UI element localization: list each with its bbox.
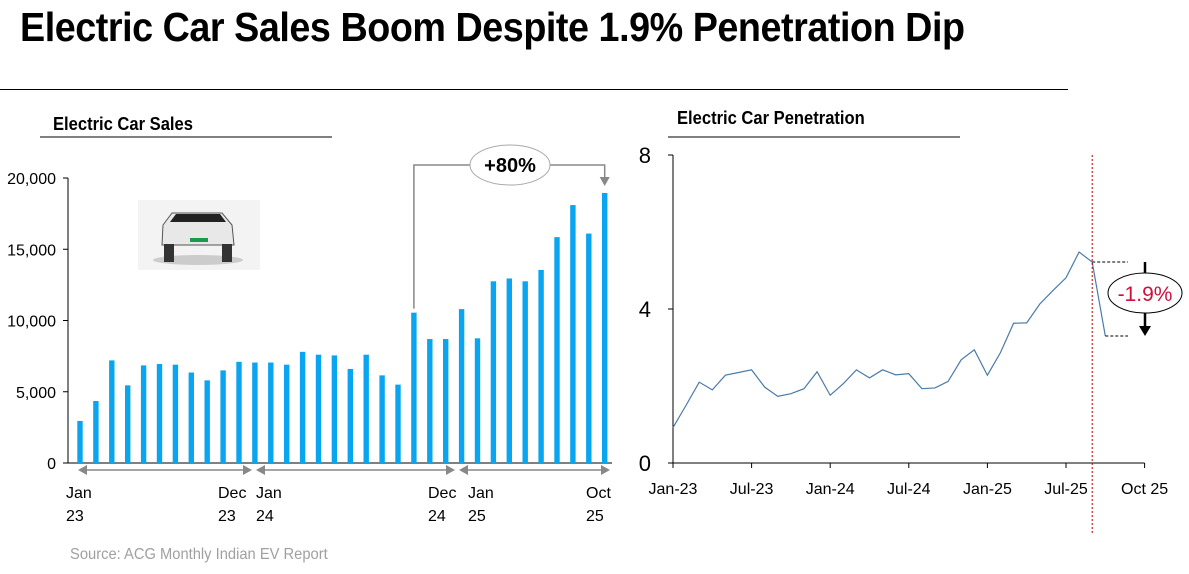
period-label-year: 24 (428, 508, 446, 525)
bar-oct-25 (602, 192, 608, 463)
bar-jul-25 (554, 237, 560, 463)
period-label-month: Dec (428, 485, 456, 502)
period-label-month: Jan (256, 485, 282, 502)
y-tick-label: 20,000 (7, 171, 56, 188)
car-image (138, 200, 260, 270)
source-note: Source: ACG Monthly Indian EV Report (70, 546, 328, 563)
arrow-left-icon (459, 465, 468, 475)
period-label-year: 23 (66, 508, 84, 525)
bar-apr-24 (315, 354, 322, 463)
bar-jul-23 (172, 364, 179, 463)
period-label-year: 25 (468, 508, 486, 525)
bar-aug-25 (570, 205, 576, 463)
bar-feb-25 (474, 338, 481, 463)
y-tick-label: 10,000 (7, 314, 56, 331)
arrow-left-icon (78, 465, 87, 475)
bar-oct-24 (411, 312, 417, 463)
y-tick-label: 0 (639, 451, 651, 476)
arrow-right-icon (243, 465, 252, 475)
bar-sep-23 (204, 380, 210, 463)
penetration-line (672, 251, 1106, 428)
growth-label: +80% (484, 155, 536, 177)
x-tick-label: Jul-23 (730, 481, 774, 498)
bar-apr-23 (125, 385, 131, 463)
period-label-year: 24 (256, 508, 274, 525)
period-label-month: Dec (218, 485, 246, 502)
sales-chart-title: Electric Car Sales (53, 114, 193, 134)
bar-feb-23 (93, 401, 99, 463)
drop-label: -1.9% (1118, 283, 1173, 306)
bar-jan-25 (458, 309, 465, 463)
period-label-year: 25 (586, 508, 604, 525)
arrow-right-icon (446, 465, 455, 475)
bar-sep-25 (586, 233, 592, 463)
bar-oct-23 (220, 370, 226, 463)
x-tick-label: Oct 25 (1121, 481, 1168, 498)
bar-jan-23 (77, 420, 83, 463)
y-tick-label: 0 (47, 456, 56, 473)
bar-jun-25 (538, 269, 544, 463)
page-title: Electric Car Sales Boom Despite 1.9% Pen… (20, 4, 965, 50)
penetration-chart-title: Electric Car Penetration (677, 108, 865, 128)
arrow-down-icon (599, 177, 610, 186)
title-divider (0, 89, 1068, 90)
bar-may-23 (140, 365, 147, 463)
growth-callout (469, 144, 551, 186)
bar-jul-24 (363, 354, 369, 463)
bar-aug-24 (379, 375, 385, 463)
period-label-month: Jan (66, 485, 92, 502)
period-label-month: Oct (586, 485, 611, 502)
y-tick-label: 15,000 (7, 242, 56, 259)
x-tick-label: Jan-24 (806, 481, 855, 498)
y-tick-label: 5,000 (16, 385, 56, 402)
y-tick-label: 8 (639, 143, 651, 168)
x-tick-label: Jul-25 (1044, 481, 1088, 498)
bar-feb-24 (284, 364, 290, 463)
bar-sep-24 (395, 384, 401, 463)
bar-may-24 (331, 355, 338, 463)
x-tick-label: Jan-25 (963, 481, 1012, 498)
arrow-left-icon (256, 465, 265, 475)
bar-jun-24 (347, 368, 353, 463)
bar-mar-23 (109, 360, 115, 463)
bar-mar-25 (490, 281, 497, 463)
bar-may-25 (522, 281, 528, 463)
bar-aug-23 (188, 372, 194, 463)
bar-jan-24 (268, 362, 274, 463)
bar-jun-23 (156, 363, 163, 463)
drop-callout (1107, 272, 1183, 314)
bar-mar-24 (299, 351, 306, 463)
arrow-down-icon (1139, 325, 1151, 336)
bar-apr-25 (506, 278, 512, 463)
bar-nov-23 (236, 361, 242, 463)
bar-dec-23 (252, 362, 258, 463)
period-label-year: 23 (218, 508, 236, 525)
bar-nov-24 (427, 339, 433, 463)
y-tick-label: 4 (639, 297, 651, 322)
arrow-right-icon (601, 465, 610, 475)
period-label-month: Jan (468, 485, 494, 502)
bar-dec-24 (443, 339, 449, 463)
x-tick-label: Jan-23 (649, 481, 698, 498)
x-tick-label: Jul-24 (887, 481, 931, 498)
